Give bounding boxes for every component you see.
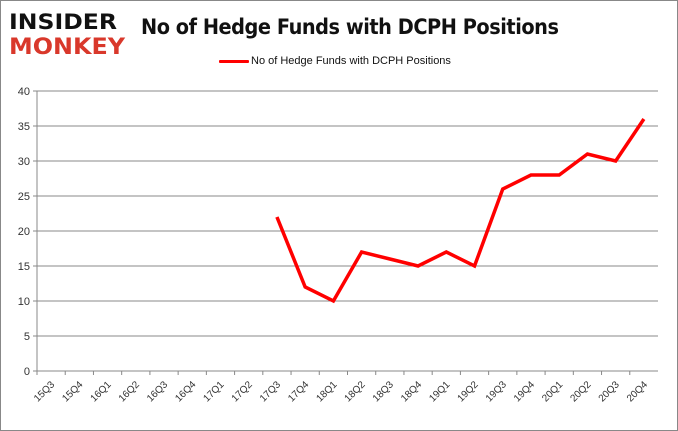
x-tick-label: 19Q1: [427, 379, 452, 404]
x-tick-label: 18Q4: [399, 379, 424, 404]
y-tick-label: 25: [18, 191, 30, 203]
x-tick-label: 19Q4: [512, 379, 537, 404]
y-tick-label: 5: [24, 331, 30, 343]
y-tick-label: 40: [18, 86, 30, 98]
x-tick-label: 18Q3: [371, 379, 396, 404]
x-tick-label: 20Q3: [597, 379, 622, 404]
x-tick-label: 16Q2: [117, 379, 142, 404]
legend-swatch: [219, 59, 249, 63]
x-tick-label: 16Q1: [89, 379, 114, 404]
x-tick-label: 15Q4: [60, 379, 85, 404]
legend-label: No of Hedge Funds with DCPH Positions: [251, 55, 451, 67]
x-tick-label: 16Q3: [145, 379, 170, 404]
x-tick-label: 17Q2: [230, 379, 255, 404]
x-tick-label: 20Q4: [625, 379, 650, 404]
x-tick-label: 17Q3: [258, 379, 283, 404]
x-tick-label: 19Q3: [484, 379, 509, 404]
series-line: [275, 118, 646, 304]
chart-title: No of Hedge Funds with DCPH Positions: [141, 15, 559, 39]
legend: No of Hedge Funds with DCPH Positions: [219, 55, 451, 67]
x-tick-label: 18Q2: [343, 379, 368, 404]
x-tick-label: 19Q2: [456, 379, 481, 404]
y-tick-label: 20: [18, 226, 30, 238]
x-tick-label: 16Q4: [173, 379, 198, 404]
y-tick-label: 35: [18, 121, 30, 133]
x-tick-label: 20Q1: [540, 379, 565, 404]
x-tick-label: 15Q3: [32, 379, 57, 404]
y-tick-label: 0: [24, 366, 30, 378]
y-tick-label: 15: [18, 261, 30, 273]
x-tick-label: 17Q4: [286, 379, 311, 404]
insider-monkey-logo: INSIDER MONKEY: [9, 10, 126, 57]
y-tick-label: 10: [18, 296, 30, 308]
x-tick-label: 20Q2: [568, 379, 593, 404]
x-tick-label: 17Q1: [202, 379, 227, 404]
x-tick-label: 18Q1: [314, 379, 339, 404]
logo-line1: INSIDER: [9, 10, 117, 34]
logo-line2: MONKEY: [9, 35, 126, 57]
y-tick-label: 30: [18, 156, 30, 168]
